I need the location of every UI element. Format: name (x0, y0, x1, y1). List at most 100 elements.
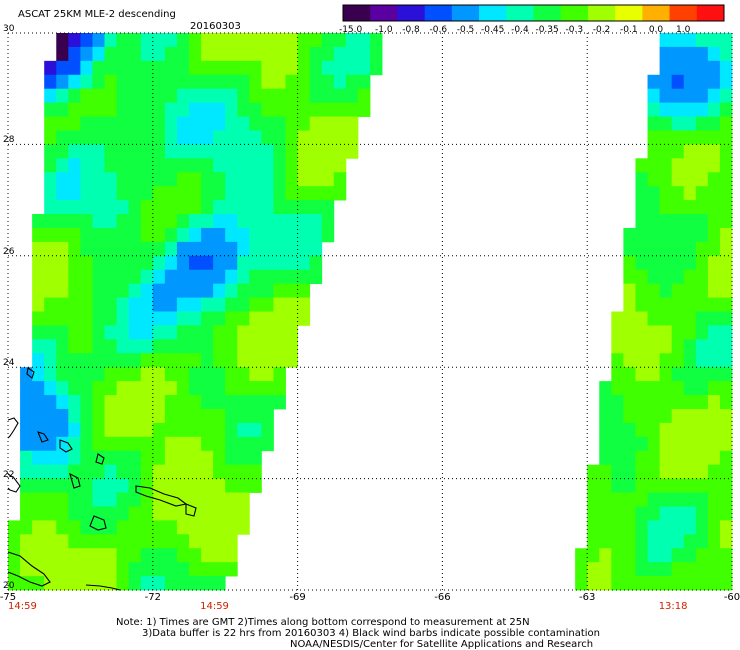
heat-cell (309, 269, 323, 285)
coastline (185, 503, 197, 517)
heat-cell (297, 88, 311, 104)
heat-cell (32, 395, 45, 410)
heat-cell (647, 492, 660, 507)
heat-cell (683, 200, 697, 215)
heat-cell (707, 408, 721, 424)
heat-cell (671, 436, 685, 452)
heat-cell (140, 88, 154, 104)
heat-cell (285, 311, 298, 326)
heat-cell (20, 464, 33, 480)
heat-cell (707, 492, 721, 507)
heat-cell (683, 283, 697, 298)
heat-cell (164, 478, 178, 493)
heat-cell (20, 450, 33, 466)
heat-cell (659, 200, 673, 215)
heat-cell (68, 74, 81, 90)
heat-cell (707, 464, 721, 480)
heat-cell (623, 339, 636, 354)
heat-cell (92, 506, 105, 521)
heat-cell (176, 214, 190, 229)
heat-cell (68, 255, 81, 271)
heat-cell (285, 130, 298, 145)
heat-cell (225, 60, 238, 76)
heat-cell (152, 353, 166, 368)
heat-cell (164, 88, 178, 104)
heat-cell (647, 339, 660, 354)
heat-cell (80, 325, 93, 340)
heat-cell (92, 395, 105, 410)
heat-cell (333, 102, 347, 117)
heat-cell (116, 33, 130, 48)
heat-cell (707, 367, 721, 382)
heat-cell (213, 339, 226, 354)
heat-cell (128, 74, 142, 90)
heat-cell (44, 88, 57, 104)
heat-cell (659, 116, 673, 131)
heat-cell (321, 88, 335, 104)
heat-cell (164, 186, 178, 201)
footer-note-2: 3)Data buffer is 22 hrs from 20160303 4)… (142, 628, 600, 639)
heat-cell (719, 325, 733, 340)
heat-cell (164, 33, 178, 48)
heat-cell (611, 506, 624, 521)
heat-cell (92, 367, 105, 382)
heat-cell (321, 33, 335, 48)
heat-cell (683, 60, 697, 76)
heat-cell (176, 450, 190, 466)
heat-cell (237, 436, 250, 452)
heat-cell (80, 283, 93, 298)
coastline (59, 439, 73, 453)
heat-cell (128, 422, 142, 438)
heat-cell (176, 492, 190, 507)
heat-cell (140, 520, 154, 535)
heat-cell (333, 33, 347, 48)
heat-cell (635, 339, 648, 354)
heat-cell (56, 214, 69, 229)
heat-cell (297, 60, 311, 76)
heat-cell (104, 158, 117, 173)
heat-cell (56, 464, 69, 480)
heat-cell (152, 283, 166, 298)
heat-cell (189, 74, 202, 90)
heat-cell (116, 450, 130, 466)
heat-cell (659, 74, 673, 90)
heat-cell (671, 172, 685, 187)
heat-cell (683, 311, 697, 326)
heat-cell (56, 562, 69, 577)
heat-cell (707, 200, 721, 215)
heat-cell (140, 33, 154, 48)
heat-cell (611, 422, 624, 438)
heat-cell (297, 144, 311, 159)
heat-cell (683, 450, 697, 466)
heat-cell (128, 534, 142, 549)
heat-cell (140, 227, 154, 243)
heat-cell (56, 241, 69, 257)
heat-cell (261, 339, 274, 354)
heat-cell (189, 214, 202, 229)
colorbar-label: -0.1 (620, 25, 638, 35)
heat-cell (104, 478, 117, 493)
heat-cell (176, 116, 190, 131)
heat-cell (719, 144, 733, 159)
heat-cell (152, 436, 166, 452)
x-tick-label: -75 (0, 592, 17, 603)
heat-cell (623, 562, 636, 577)
heat-cell (128, 200, 142, 215)
heat-cell (213, 422, 226, 438)
heat-cell (683, 534, 697, 549)
heat-cell (189, 297, 202, 312)
heat-cell (635, 534, 648, 549)
heat-cell (285, 339, 298, 354)
heat-cell (176, 464, 190, 480)
heat-cell (56, 478, 69, 493)
heat-cell (225, 478, 238, 493)
heat-cell (20, 534, 33, 549)
heat-cell (719, 60, 733, 76)
heat-cell (671, 214, 685, 229)
heat-cell (80, 311, 93, 326)
heat-cell (189, 395, 202, 410)
heat-cell (20, 381, 33, 396)
heat-cell (92, 297, 105, 312)
heat-cell (213, 450, 226, 466)
heat-cell (152, 33, 166, 48)
